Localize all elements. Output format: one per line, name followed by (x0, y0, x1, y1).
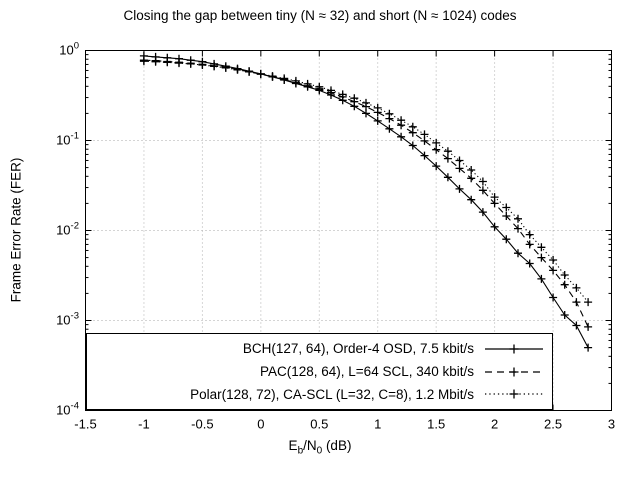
legend-line-solid-icon (485, 344, 543, 354)
y-tick-label: 10-1 (56, 131, 79, 148)
x-tick-label: 0 (257, 417, 264, 432)
legend-label-polar: Polar(128, 72), CA-SCL (L=32, C=8), 1.2 … (190, 386, 474, 402)
x-axis-label: Eb/N0 (dB) (0, 438, 640, 457)
x-tick-label: 0.5 (310, 417, 328, 432)
y-tick-label: 100 (59, 41, 79, 58)
markers-polar (139, 57, 593, 307)
curve-pac (143, 59, 589, 328)
legend-box: BCH(127, 64), Order-4 OSD, 7.5 kbit/s PA… (86, 333, 553, 410)
legend-entry-pac: PAC(128, 64), L=64 SCL, 340 kbit/s (87, 364, 552, 380)
y-tick-label: 10-2 (56, 221, 79, 238)
x-tick-label: 1.5 (427, 417, 445, 432)
legend-entry-bch: BCH(127, 64), Order-4 OSD, 7.5 kbit/s (87, 341, 552, 357)
x-tick-label: 3 (608, 417, 615, 432)
curve-polar (143, 60, 589, 303)
x-label-sub-0: 0 (316, 445, 323, 457)
x-tick-label: 2.5 (544, 417, 562, 432)
x-tick-label: 2 (491, 417, 498, 432)
y-axis-label: Frame Error Rate (FER) (8, 157, 24, 303)
x-label-N: /N (303, 438, 317, 453)
markers-pac (139, 56, 593, 331)
x-tick-label: 1 (374, 417, 381, 432)
x-label-sub-b: b (297, 445, 304, 457)
legend-label-bch: BCH(127, 64), Order-4 OSD, 7.5 kbit/s (242, 341, 474, 357)
x-tick-label: -1.5 (74, 417, 96, 432)
markers-bch (139, 51, 593, 352)
legend-line-dotted-icon (485, 389, 543, 399)
y-tick-label: 10-4 (56, 401, 79, 418)
chart-title: Closing the gap between tiny (N ≈ 32) an… (123, 8, 517, 23)
legend-entry-polar: Polar(128, 72), CA-SCL (L=32, C=8), 1.2 … (87, 386, 552, 402)
x-label-E: E (288, 438, 298, 453)
y-tick-label: 10-3 (56, 311, 79, 328)
x-label-unit: (dB) (322, 438, 352, 453)
legend-label-pac: PAC(128, 64), L=64 SCL, 340 kbit/s (260, 364, 474, 379)
legend-line-dashed-icon (485, 367, 543, 376)
x-tick-label: -1 (138, 417, 150, 432)
x-tick-label: -0.5 (191, 417, 213, 432)
